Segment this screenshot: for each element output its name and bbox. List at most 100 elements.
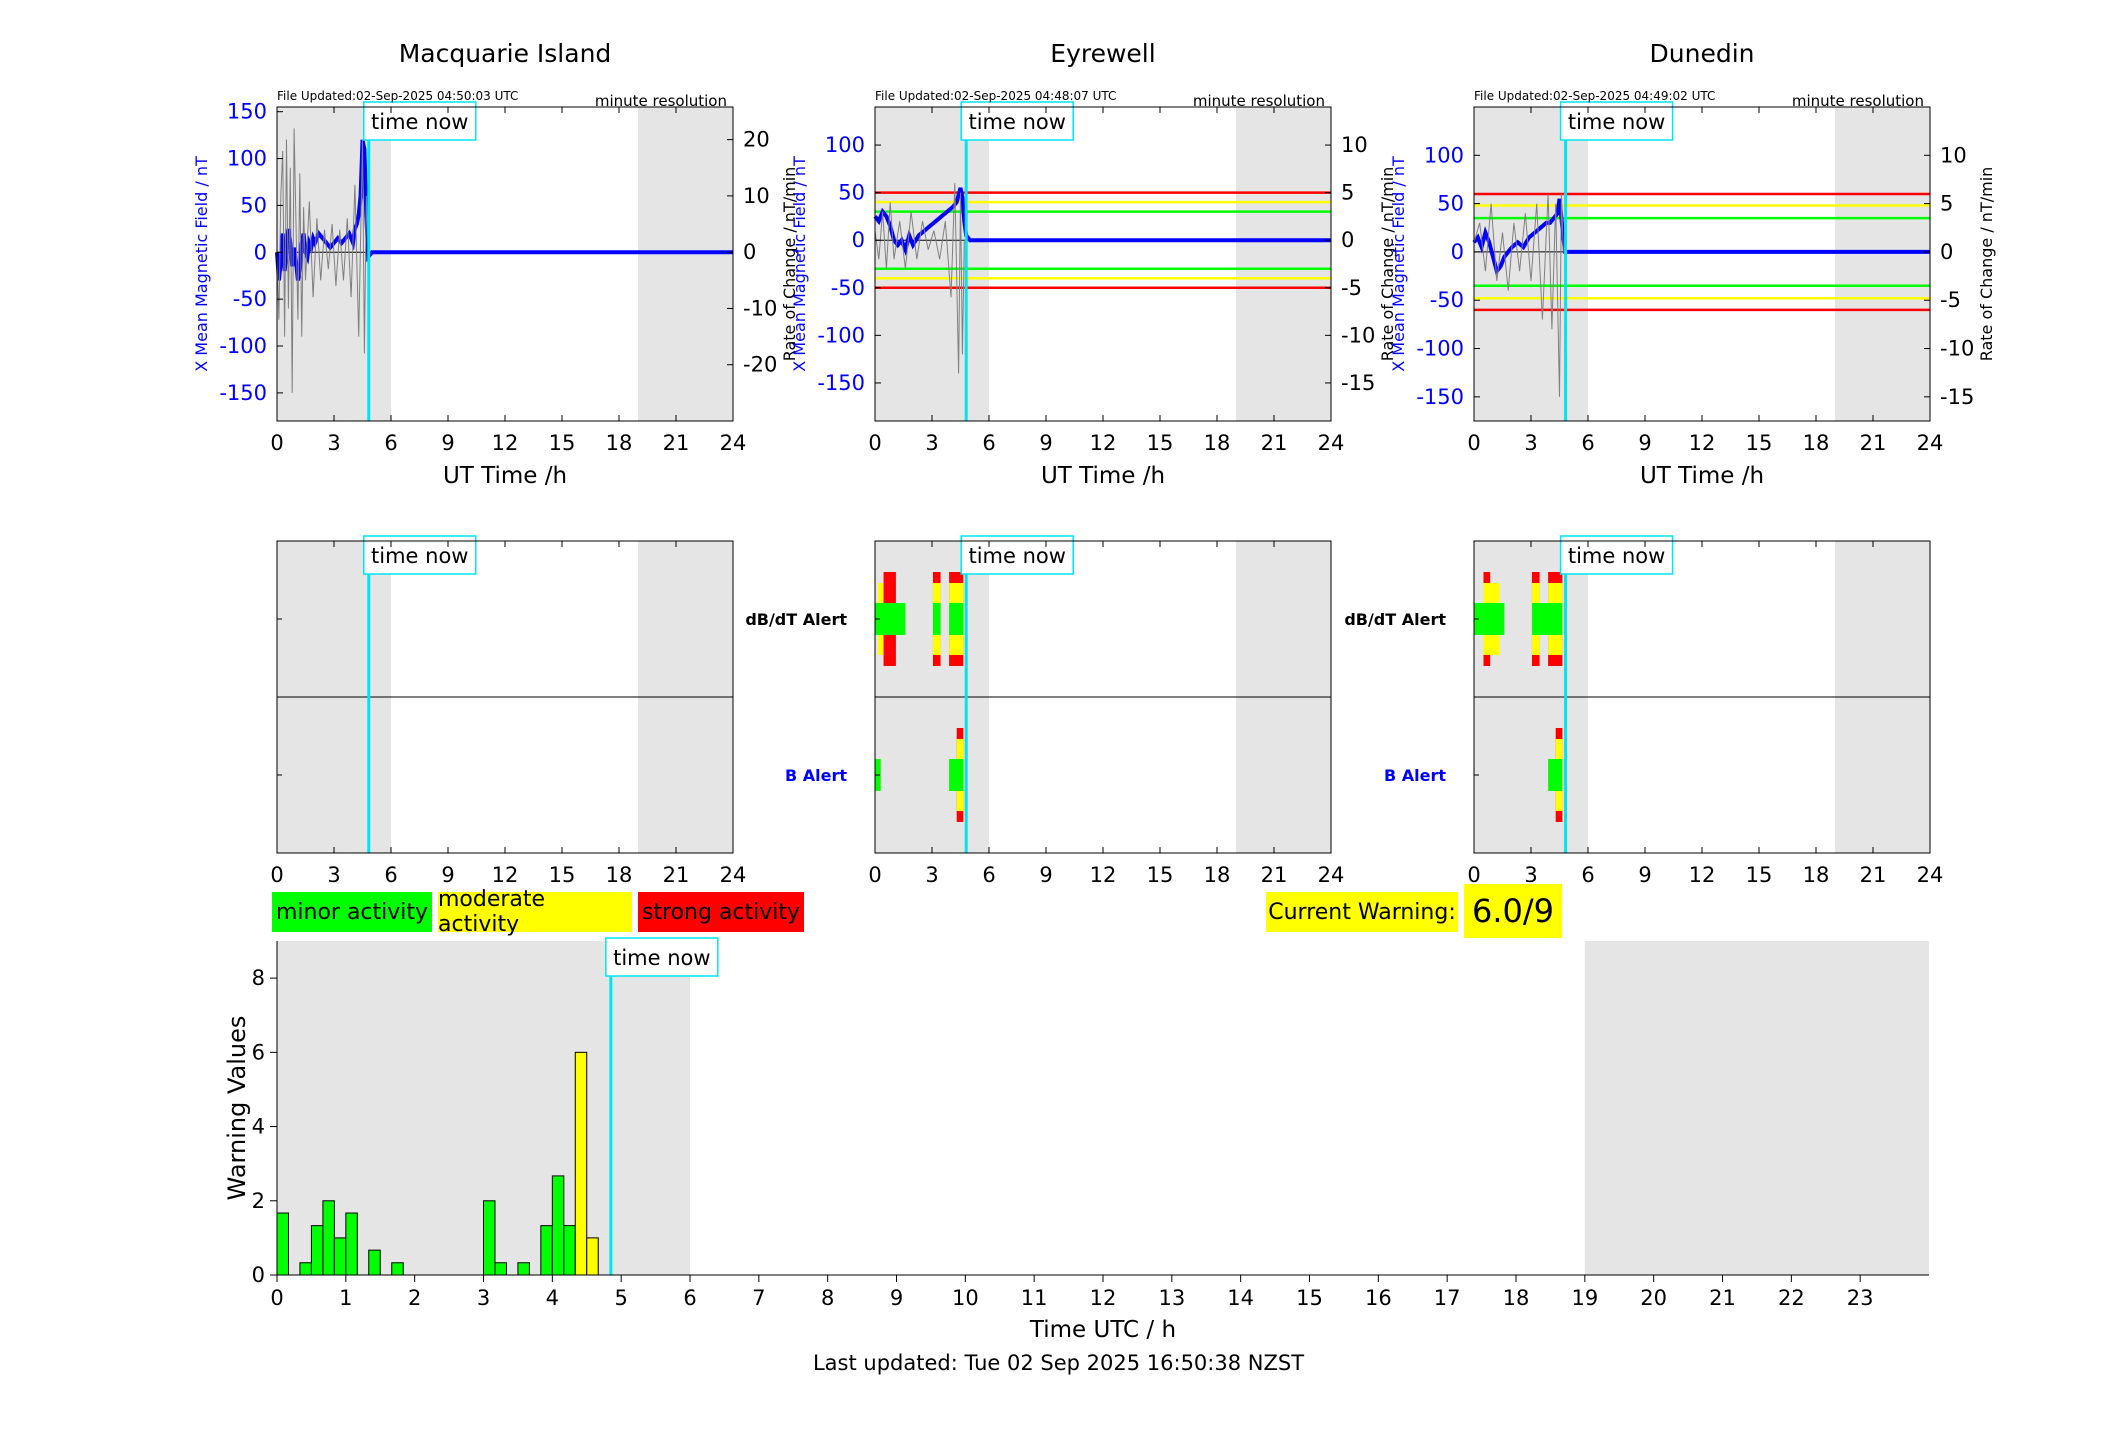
x-tick-label: 6 bbox=[982, 863, 995, 887]
y2-tick-label: -10 bbox=[1341, 323, 1375, 347]
chart-title: Dunedin bbox=[1650, 39, 1755, 68]
time-now-label: time now bbox=[371, 110, 468, 134]
y2-tick-label: 10 bbox=[743, 184, 770, 208]
y-tick-label: -50 bbox=[233, 287, 267, 311]
alert-segment-green bbox=[1474, 603, 1505, 635]
current-warning-value: 6.0/9 bbox=[1464, 884, 1562, 938]
y2-tick-label: 0 bbox=[1940, 240, 1953, 264]
y2-tick-label: -5 bbox=[1341, 276, 1362, 300]
current-warning-label: Current Warning: bbox=[1266, 892, 1458, 932]
y-tick-label: 100 bbox=[1424, 143, 1464, 167]
y-tick-label: -100 bbox=[1416, 337, 1464, 361]
file-updated-text: File Updated:02-Sep-2025 04:48:07 UTC bbox=[875, 89, 1116, 103]
y-tick-label: -50 bbox=[1430, 288, 1464, 312]
time-now-label: time now bbox=[968, 110, 1065, 134]
x-tick-label: 6 bbox=[1581, 431, 1594, 455]
y2-axis-label: Rate of Change / nT/min bbox=[1378, 167, 1397, 362]
time-now-tag: time now bbox=[605, 937, 719, 977]
x-tick-label: 16 bbox=[1365, 1286, 1392, 1310]
y-axis-label: X Mean Magnetic Field / nT bbox=[192, 156, 211, 372]
x-tick-label: 15 bbox=[549, 863, 576, 887]
time-now-tag-box bbox=[960, 535, 1074, 575]
x-tick-label: 6 bbox=[683, 1286, 696, 1310]
x-tick-label: 3 bbox=[925, 431, 938, 455]
time-now-tag-box bbox=[1559, 101, 1674, 141]
y-axis-label: X Mean Magnetic Field / nT bbox=[1389, 156, 1408, 372]
x-tick-label: 21 bbox=[1860, 863, 1887, 887]
alert-row-label: B Alert bbox=[785, 766, 847, 785]
x-tick-label: 9 bbox=[1638, 863, 1651, 887]
alert-segment-green bbox=[949, 603, 964, 635]
x-tick-label: 8 bbox=[821, 1286, 834, 1310]
time-now-tag-box bbox=[960, 101, 1074, 141]
x-tick-label: 21 bbox=[663, 863, 690, 887]
time-now-tag-box bbox=[363, 535, 477, 575]
time-now-tag: time now bbox=[1559, 101, 1674, 141]
x-tick-label: 9 bbox=[1039, 863, 1052, 887]
y-tick-label: 50 bbox=[1437, 192, 1464, 216]
resolution-text: minute resolution bbox=[1792, 92, 1924, 110]
x-axis-label: UT Time /h bbox=[1640, 463, 1764, 489]
x-tick-label: 3 bbox=[477, 1286, 490, 1310]
alert-segment-green bbox=[875, 603, 906, 635]
y2-tick-label: -10 bbox=[743, 296, 777, 320]
x-tick-label: 18 bbox=[1503, 1286, 1530, 1310]
x-tick-label: 19 bbox=[1571, 1286, 1598, 1310]
time-now-label: time now bbox=[968, 544, 1065, 568]
x-tick-label: 20 bbox=[1640, 1286, 1667, 1310]
x-tick-label: 3 bbox=[1524, 863, 1537, 887]
x-tick-label: 18 bbox=[606, 863, 633, 887]
x-axis-label: UT Time /h bbox=[1041, 463, 1165, 489]
chart-title: Macquarie Island bbox=[399, 39, 612, 68]
y2-tick-label: 5 bbox=[1341, 181, 1354, 205]
alert-row-label: B Alert bbox=[1384, 766, 1446, 785]
x-tick-label: 12 bbox=[1689, 863, 1716, 887]
y-tick-label: 0 bbox=[1451, 240, 1464, 264]
warning-bar bbox=[540, 1225, 553, 1276]
x-tick-label: 17 bbox=[1434, 1286, 1461, 1310]
warning-bar bbox=[368, 1249, 381, 1276]
warning-bar bbox=[345, 1212, 358, 1276]
warning-bar bbox=[322, 1200, 335, 1276]
y-tick-label: 150 bbox=[227, 100, 267, 124]
y2-tick-label: 10 bbox=[1341, 133, 1368, 157]
rate-of-change-series bbox=[874, 183, 965, 374]
y-tick-label: -50 bbox=[831, 276, 865, 300]
y-tick-label: 100 bbox=[825, 133, 865, 157]
y2-tick-label: -10 bbox=[1940, 337, 1974, 361]
x-tick-label: 11 bbox=[1021, 1286, 1048, 1310]
resolution-text: minute resolution bbox=[595, 92, 727, 110]
x-tick-label: 15 bbox=[1746, 863, 1773, 887]
x-tick-label: 9 bbox=[890, 1286, 903, 1310]
night-shade-0 bbox=[875, 107, 989, 421]
time-now-tag-box bbox=[605, 937, 719, 977]
warning-bar bbox=[563, 1225, 576, 1276]
alert-row-label: dB/dT Alert bbox=[745, 610, 847, 629]
night-shade-1 bbox=[1236, 107, 1331, 421]
x-tick-label: 0 bbox=[1467, 863, 1480, 887]
x-tick-label: 24 bbox=[720, 863, 747, 887]
x-tick-label: 24 bbox=[720, 431, 747, 455]
time-now-tag: time now bbox=[960, 535, 1074, 575]
file-updated-text: File Updated:02-Sep-2025 04:49:02 UTC bbox=[1474, 89, 1715, 103]
x-tick-label: 12 bbox=[492, 431, 519, 455]
time-now-tag-box bbox=[363, 101, 477, 141]
x-tick-label: 24 bbox=[1917, 431, 1944, 455]
y-tick-label: -150 bbox=[1416, 385, 1464, 409]
file-updated-text: File Updated:02-Sep-2025 04:50:03 UTC bbox=[277, 89, 518, 103]
x-axis-label: Time UTC / h bbox=[1029, 1317, 1176, 1343]
x-tick-label: 21 bbox=[1860, 431, 1887, 455]
y-tick-label: 0 bbox=[252, 1263, 265, 1287]
y2-axis-label: Rate of Change / nT/min bbox=[780, 167, 799, 362]
legend-minor-label: minor activity bbox=[275, 899, 429, 925]
legend-strong: strong activity bbox=[638, 892, 804, 932]
x-tick-label: 2 bbox=[408, 1286, 421, 1310]
x-tick-label: 3 bbox=[925, 863, 938, 887]
x-tick-label: 0 bbox=[270, 1286, 283, 1310]
x-tick-label: 18 bbox=[606, 431, 633, 455]
